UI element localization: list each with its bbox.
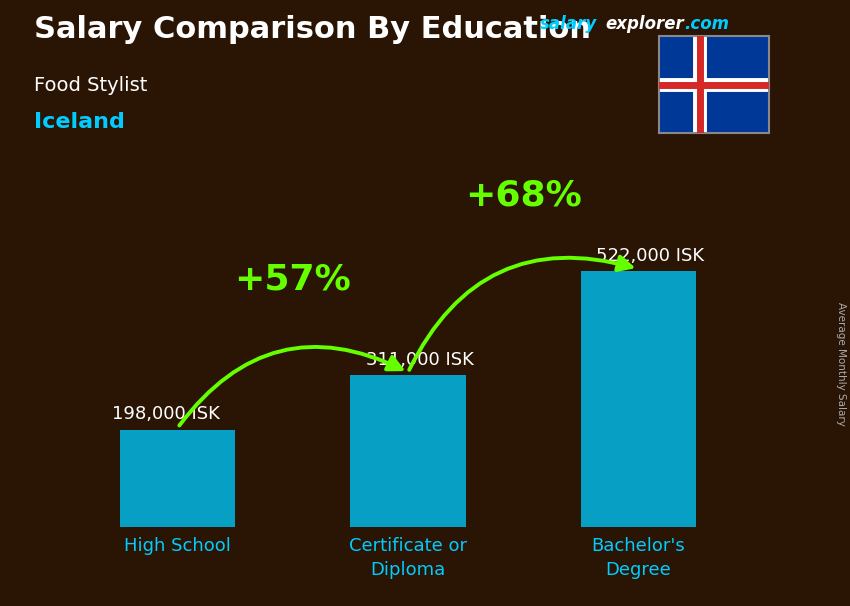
Bar	[120, 430, 235, 527]
Text: Salary Comparison By Education: Salary Comparison By Education	[34, 15, 591, 44]
Text: explorer: explorer	[605, 15, 684, 33]
Bar	[350, 375, 466, 527]
Text: Food Stylist: Food Stylist	[34, 76, 147, 95]
Text: 198,000 ISK: 198,000 ISK	[112, 405, 220, 423]
Text: Iceland: Iceland	[34, 112, 125, 132]
Text: 522,000 ISK: 522,000 ISK	[596, 247, 704, 265]
Text: salary: salary	[540, 15, 597, 33]
Text: .com: .com	[684, 15, 729, 33]
Text: +57%: +57%	[235, 262, 351, 296]
Text: +68%: +68%	[465, 179, 581, 213]
Bar	[581, 271, 696, 527]
Text: 311,000 ISK: 311,000 ISK	[366, 351, 473, 369]
Text: Average Monthly Salary: Average Monthly Salary	[836, 302, 846, 425]
